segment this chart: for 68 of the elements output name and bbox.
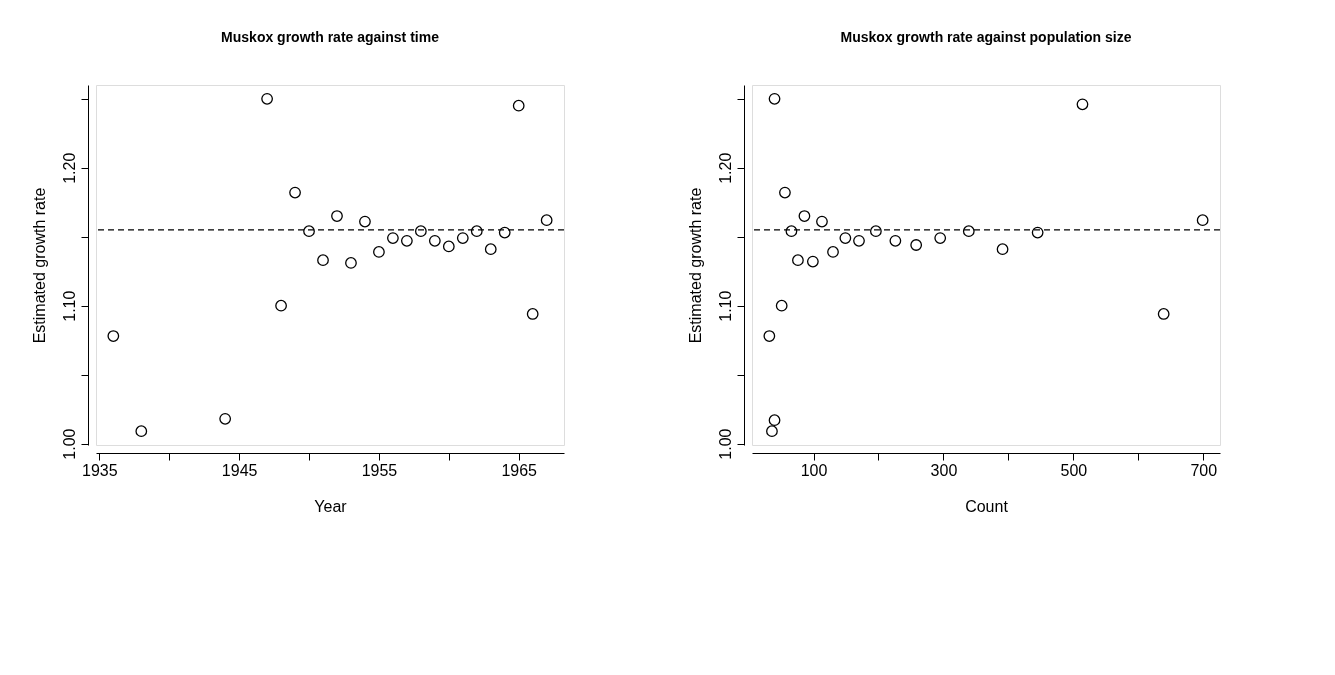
point xyxy=(779,186,791,199)
y-tick-label: 1.10 xyxy=(716,290,734,322)
point xyxy=(775,299,788,312)
point xyxy=(317,254,329,267)
point xyxy=(839,232,852,244)
x-axis-title: Count xyxy=(965,497,1009,515)
point xyxy=(806,255,819,268)
x-axis-title: Year xyxy=(314,497,348,515)
point xyxy=(331,210,343,222)
y-axis-title: Estimated growth rate xyxy=(686,187,704,344)
x-tick-label: 500 xyxy=(1060,461,1088,479)
point xyxy=(373,246,385,258)
point xyxy=(289,186,301,199)
x-tick-label: 300 xyxy=(930,461,958,479)
point xyxy=(768,414,781,427)
point xyxy=(934,232,947,244)
x-tick-label: 1945 xyxy=(221,461,258,479)
point xyxy=(219,412,232,425)
point xyxy=(400,234,413,247)
point xyxy=(512,99,525,112)
point xyxy=(768,92,781,105)
point xyxy=(763,330,776,342)
y-tick-label: 1.20 xyxy=(716,152,734,184)
point xyxy=(456,232,469,244)
point xyxy=(261,92,273,105)
chart-title: Muskox growth rate against time xyxy=(221,29,440,45)
point xyxy=(540,214,553,227)
point xyxy=(1157,308,1170,320)
point xyxy=(766,425,778,438)
chart-title: Muskox growth rate against population size xyxy=(840,29,1132,45)
y-tick-label: 1.00 xyxy=(716,428,734,460)
x-tick-label: 100 xyxy=(800,461,828,479)
point xyxy=(135,425,148,438)
point xyxy=(1196,214,1209,227)
point xyxy=(869,225,882,238)
point xyxy=(798,210,811,222)
point xyxy=(484,243,497,256)
point xyxy=(359,215,371,228)
point xyxy=(107,330,120,342)
point xyxy=(498,226,511,239)
point xyxy=(414,225,427,238)
point xyxy=(1031,226,1044,239)
point xyxy=(526,308,539,320)
x-tick-label: 1965 xyxy=(501,461,538,479)
y-tick-label: 1.00 xyxy=(60,428,78,460)
point xyxy=(428,234,441,247)
point xyxy=(910,239,923,251)
y-tick-label: 1.20 xyxy=(60,152,78,184)
x-tick-label: 700 xyxy=(1190,461,1218,479)
point xyxy=(827,246,839,258)
point xyxy=(1076,98,1089,111)
point xyxy=(785,225,798,238)
y-tick-label: 1.10 xyxy=(60,290,78,322)
point xyxy=(275,299,287,312)
point xyxy=(853,234,865,247)
y-axis-title: Estimated growth rate xyxy=(30,187,48,344)
point xyxy=(816,215,828,228)
point xyxy=(996,243,1009,256)
x-tick-label: 1955 xyxy=(361,461,398,479)
point xyxy=(345,257,357,269)
point xyxy=(442,240,455,253)
point xyxy=(962,225,975,238)
point xyxy=(303,225,315,238)
point xyxy=(889,234,902,247)
x-tick-label: 1935 xyxy=(82,461,118,479)
point xyxy=(387,232,399,244)
point xyxy=(470,225,483,238)
point xyxy=(792,254,804,267)
